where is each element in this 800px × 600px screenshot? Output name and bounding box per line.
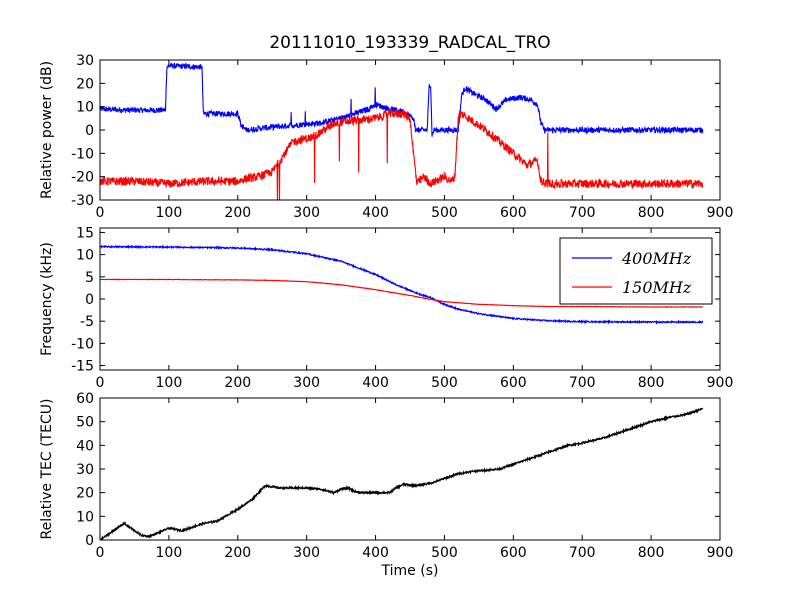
x-tick-label: 0 [96, 375, 105, 391]
x-tick-label: 200 [224, 545, 251, 561]
x-tick-label: 100 [156, 545, 183, 561]
x-tick-label: 500 [431, 545, 458, 561]
legend: 400MHz 150MHz [559, 237, 713, 305]
y-tick-label: 10 [76, 248, 94, 264]
tec-axes: 0 100 200 300 400 500 600 700 800 900 0 10 20 30 40 50 6… [39, 391, 733, 579]
x-tick-label: 500 [431, 375, 458, 391]
x-tick-label: 700 [569, 375, 596, 391]
x-tick-label: 400 [362, 545, 389, 561]
y-tick-label: -20 [71, 170, 94, 186]
y-tick-label: 0 [85, 292, 94, 308]
power-axes: 0 100 200 300 400 500 600 700 800 900 -30 -20 -10 0 10… [39, 53, 733, 221]
y-tick-label: 15 [76, 225, 94, 241]
y-tick-label: 20 [76, 76, 94, 92]
x-tick-label: 900 [707, 205, 734, 221]
y-axis-label: Relative power (dB) [39, 61, 55, 199]
x-tick-label: 500 [431, 205, 458, 221]
x-tick-label: 200 [224, 205, 251, 221]
x-tick-label: 100 [156, 375, 183, 391]
x-tick-label: 300 [293, 375, 320, 391]
y-tick-label: 10 [76, 100, 94, 116]
x-tick-label: 0 [96, 545, 105, 561]
y-tick-label: 60 [76, 391, 94, 407]
y-tick-label: 5 [85, 270, 94, 286]
legend-box [559, 237, 713, 305]
x-tick-label: 800 [638, 205, 665, 221]
x-tick-label: 300 [293, 545, 320, 561]
x-tick-label: 600 [500, 205, 527, 221]
figure-title: 20111010_193339_RADCAL_TRO [269, 33, 550, 53]
x-tick-label: 100 [156, 205, 183, 221]
y-tick-label: 20 [76, 486, 94, 502]
series-line-0-1 [100, 107, 704, 200]
x-tick-label: 700 [569, 545, 596, 561]
x-tick-label: 200 [224, 375, 251, 391]
y-tick-label: 10 [76, 509, 94, 525]
x-tick-label: 400 [362, 375, 389, 391]
x-tick-label: 800 [638, 545, 665, 561]
series-line-1-1 [100, 278, 703, 309]
y-tick-label: 0 [85, 123, 94, 139]
y-tick-label: -5 [80, 314, 94, 330]
x-tick-label: 700 [569, 205, 596, 221]
y-tick-label: 40 [76, 438, 94, 454]
y-tick-label: 0 [85, 533, 94, 549]
x-axis-label: Time (s) [381, 563, 439, 579]
series-line-2-0 [100, 407, 704, 540]
x-tick-label: 900 [707, 375, 734, 391]
frequency-axes: 0 100 200 300 400 500 600 700 800 900 -15 -10 -5 0 5 10… [39, 225, 733, 391]
legend-label: 400MHz [621, 249, 692, 268]
x-tick-label: 900 [707, 545, 734, 561]
y-tick-label: -15 [71, 359, 94, 375]
x-tick-label: 300 [293, 205, 320, 221]
series-line-1-0 [100, 244, 704, 325]
x-tick-label: 400 [362, 205, 389, 221]
y-tick-label: -10 [71, 336, 94, 352]
y-tick-label: 50 [76, 415, 94, 431]
x-tick-label: 600 [500, 375, 527, 391]
x-tick-label: 600 [500, 545, 527, 561]
axes-root: 0 100 200 300 400 500 600 700 800 900-30-20-10010… [39, 53, 733, 579]
series-line-0-0 [100, 62, 704, 137]
y-tick-label: 30 [76, 53, 94, 69]
x-tick-label: 0 [96, 205, 105, 221]
y-axis-label: Frequency (kHz) [39, 242, 55, 356]
y-tick-label: -10 [71, 146, 94, 162]
y-tick-label: -30 [71, 193, 94, 209]
y-tick-label: 30 [76, 462, 94, 478]
legend-label: 150MHz [622, 278, 692, 297]
x-tick-label: 800 [638, 375, 665, 391]
y-axis-label: Relative TEC (TECU) [39, 399, 55, 540]
